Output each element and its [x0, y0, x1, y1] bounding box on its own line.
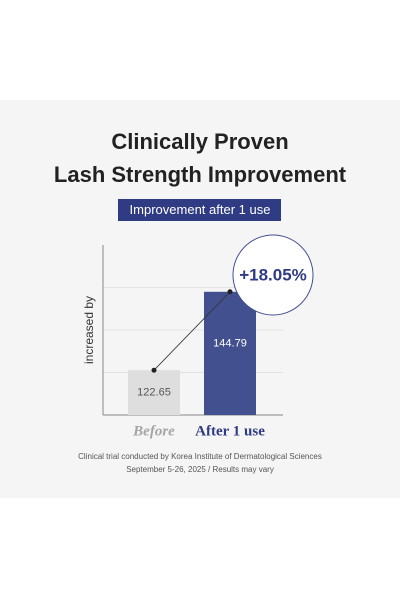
bar [204, 291, 256, 415]
value-label: 122.65 [137, 387, 171, 399]
footnote: Clinical trial conducted by Korea Instit… [78, 452, 322, 461]
title-line: Clinically Proven [111, 129, 288, 154]
x-tick-label: After 1 use [195, 423, 265, 439]
subtitle: Improvement after 1 use [130, 202, 271, 217]
subtitle-badge [118, 199, 281, 221]
footnote: September 5-26, 2025 / Results may vary [126, 465, 274, 474]
title-line: Lash Strength Improvement [54, 162, 347, 187]
annotation: +18.05% [239, 265, 307, 284]
value-dot [227, 289, 233, 295]
y-axis-label: increased by [82, 296, 96, 364]
annotation-circle [232, 234, 314, 316]
value-dot [151, 367, 157, 373]
bar [128, 370, 180, 415]
value-label: 144.79 [213, 337, 247, 349]
panel [0, 100, 400, 498]
x-tick-label: Before [132, 423, 175, 439]
trend-line [153, 291, 231, 371]
